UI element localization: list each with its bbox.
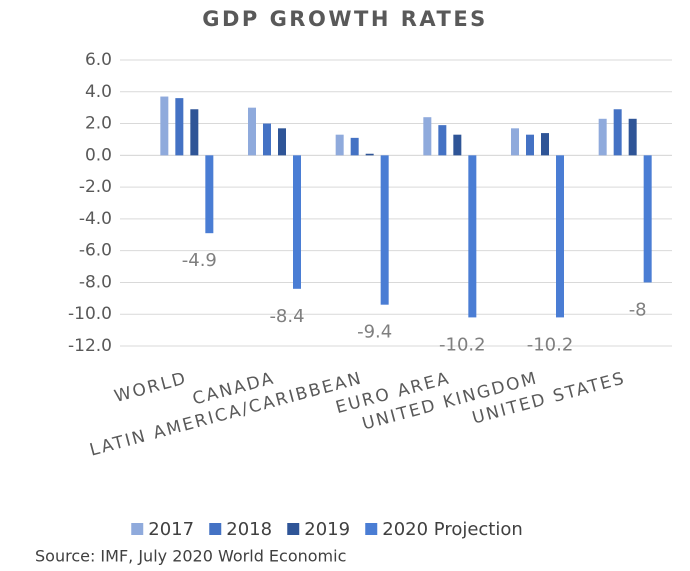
source: Source: IMF, July 2020 World Economic [35,547,346,566]
y-tick-label: -10.0 [68,304,112,324]
y-tick-label: -8.0 [79,272,112,292]
bar [643,155,652,283]
data-label: -8 [629,299,647,320]
legend-swatch [365,523,378,535]
legend-swatch [131,523,144,535]
legend-swatch [287,523,300,535]
y-tick-label: -12.0 [68,336,112,356]
bar [526,134,534,156]
data-label: -9.4 [357,322,392,343]
bar [468,155,477,318]
bar [511,128,519,156]
y-tick-label: -2.0 [79,177,112,197]
legend-label: 2020 Projection [382,519,523,540]
bar [205,155,214,234]
legend-label: 2018 [226,519,272,540]
bar [541,133,549,156]
data-label: -4.9 [182,250,217,271]
bar [278,128,286,156]
bar [613,109,622,156]
y-tick-label: -6.0 [79,241,112,261]
bar [175,98,184,156]
bar [598,118,607,156]
bar [293,155,301,289]
bar [190,109,199,156]
data-label: -10.2 [439,334,486,355]
y-tick-label: -4.0 [79,209,112,229]
bar [453,134,462,156]
legend-label: 2017 [148,519,194,540]
data-label: -10.2 [527,334,574,355]
y-tick-label: 4.0 [85,82,112,102]
y-tick-label: 6.0 [85,50,112,70]
y-tick-label: 0.0 [85,145,112,165]
bar [423,117,432,156]
data-label: -8.4 [269,306,304,327]
y-tick-label: 2.0 [85,114,112,134]
chart-title: GDP GROWTH RATES [202,7,488,31]
bar [438,125,447,156]
bar [335,134,344,156]
bar [160,96,169,156]
bar [365,153,374,156]
bar [248,107,256,156]
x-tick-label: WORLD [112,368,189,407]
legend-label: 2019 [304,519,350,540]
bar [556,155,564,318]
bar [350,137,359,156]
bar [628,118,637,156]
bar [263,123,271,156]
bar [380,155,389,305]
legend-swatch [209,523,222,535]
